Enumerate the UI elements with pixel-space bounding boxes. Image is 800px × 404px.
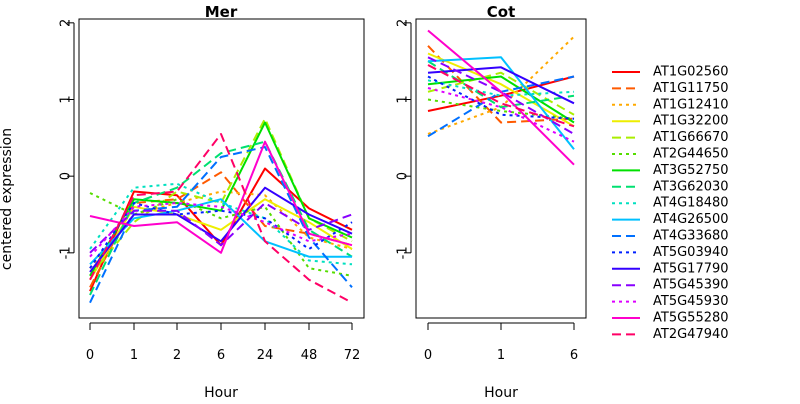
plot-frame-cot	[415, 18, 587, 319]
legend-item-at1g11750: AT1G11750	[612, 81, 729, 96]
series-line-at1g32200	[89, 198, 353, 281]
series-line-at5g03940	[89, 202, 353, 269]
x-axis-cot: 0 1 6	[424, 322, 578, 363]
x-tick-label: 0	[424, 348, 432, 363]
series-lines-mer	[89, 117, 353, 304]
legend-item-at5g45390: AT5G45390	[612, 278, 729, 293]
y-axis-label: centered expression	[0, 128, 15, 270]
x-tick-label: 72	[344, 348, 361, 363]
panel-title-mer: Mer	[205, 3, 238, 21]
x-axis-label-cot: Hour	[484, 385, 518, 400]
legend-label: AT3G62030	[653, 179, 729, 194]
y-tick-label: 1	[59, 95, 74, 103]
x-tick-label: 0	[86, 348, 94, 363]
panel-mer: Mer 0 1 2 6 24 48 72 -1 0 1 2 Hour centered expre…	[0, 3, 365, 401]
legend-label: AT1G66670	[653, 130, 729, 145]
legend-item-at5g45930: AT5G45930	[612, 294, 729, 309]
legend-label: AT1G32200	[653, 114, 729, 129]
series-line-at5g45390	[89, 202, 353, 254]
series-line-at4g18480	[89, 182, 353, 266]
legend-label: AT5G17790	[653, 261, 729, 276]
legend-label: AT1G11750	[653, 81, 729, 96]
y-axis-mer: -1 0 1 2	[59, 19, 75, 259]
x-tick-label: 24	[257, 348, 274, 363]
legend-item-at2g44650: AT2G44650	[612, 147, 729, 162]
legend-label: AT4G33680	[653, 229, 729, 244]
series-line-at3g52750	[427, 75, 575, 124]
legend-item-at1g02560: AT1G02560	[612, 65, 729, 80]
x-tick-label: 6	[217, 348, 225, 363]
legend-item-at3g62030: AT3G62030	[612, 179, 729, 194]
series-line-at4g26500	[89, 198, 352, 265]
legend-label: AT5G03940	[653, 245, 729, 260]
series-line-at1g32200	[427, 52, 575, 128]
x-axis-label-mer: Hour	[204, 385, 238, 400]
y-tick-label: -1	[59, 246, 74, 259]
y-tick-label: -1	[396, 246, 411, 259]
legend-label: AT1G02560	[653, 65, 729, 80]
x-tick-label: 6	[570, 348, 578, 363]
series-line-at5g55280	[89, 140, 353, 254]
plot-frame-mer	[78, 18, 365, 319]
y-axis-cot: -1 0 1 2	[396, 19, 412, 259]
legend-label: AT4G18480	[653, 196, 729, 211]
panel-cot: Cot 0 1 6 -1 0 1 2 Hour	[396, 3, 587, 401]
x-axis-mer: 0 1 2 6 24 48 72	[86, 322, 361, 363]
series-line-at5g17790	[427, 66, 575, 105]
series-line-at5g17790	[89, 186, 353, 273]
legend-label: AT1G12410	[653, 97, 729, 112]
series-line-at1g11750	[89, 171, 353, 288]
legend-item-at4g26500: AT4G26500	[612, 212, 729, 227]
legend-item-at4g33680: AT4G33680	[612, 229, 729, 244]
legend-label: AT2G44650	[653, 147, 729, 162]
legend-item-at1g32200: AT1G32200	[612, 114, 729, 129]
legend-label: AT2G47940	[653, 327, 729, 342]
legend-item-at1g66670: AT1G66670	[612, 130, 729, 145]
y-tick-label: 2	[59, 19, 74, 27]
series-line-at2g47940	[427, 64, 575, 128]
legend-label: AT4G26500	[653, 212, 729, 227]
series-line-at3g52750	[89, 121, 353, 277]
y-tick-label: 0	[396, 172, 411, 180]
y-tick-label: 1	[396, 95, 411, 103]
legend-item-at3g52750: AT3G52750	[612, 163, 729, 178]
legend-item-at2g47940: AT2G47940	[612, 327, 729, 342]
legend-item-at5g03940: AT5G03940	[612, 245, 729, 260]
legend-item-at1g12410: AT1G12410	[612, 97, 729, 112]
legend-label: AT5G45390	[653, 278, 729, 293]
y-tick-label: 2	[396, 19, 411, 27]
series-line-at3g62030	[427, 60, 575, 109]
panel-title-cot: Cot	[487, 3, 515, 21]
x-tick-label: 48	[301, 348, 318, 363]
y-tick-label: 0	[59, 172, 74, 180]
series-line-at1g66670	[427, 71, 575, 116]
legend-label: AT5G45930	[653, 294, 729, 309]
series-line-at5g55280	[427, 29, 575, 166]
legend-item-at5g17790: AT5G17790	[612, 261, 729, 276]
legend-label: AT5G55280	[653, 311, 729, 326]
series-line-at2g44650	[89, 192, 353, 277]
legend-label: AT3G52750	[653, 163, 729, 178]
x-tick-label: 2	[173, 348, 181, 363]
x-tick-label: 1	[130, 348, 138, 363]
series-lines-cot	[427, 29, 575, 166]
legend-item-at4g18480: AT4G18480	[612, 196, 729, 211]
series-line-at2g47940	[89, 133, 353, 304]
series-line-at1g02560	[427, 75, 575, 112]
legend-item-at5g55280: AT5G55280	[612, 311, 729, 326]
x-tick-label: 1	[497, 348, 505, 363]
